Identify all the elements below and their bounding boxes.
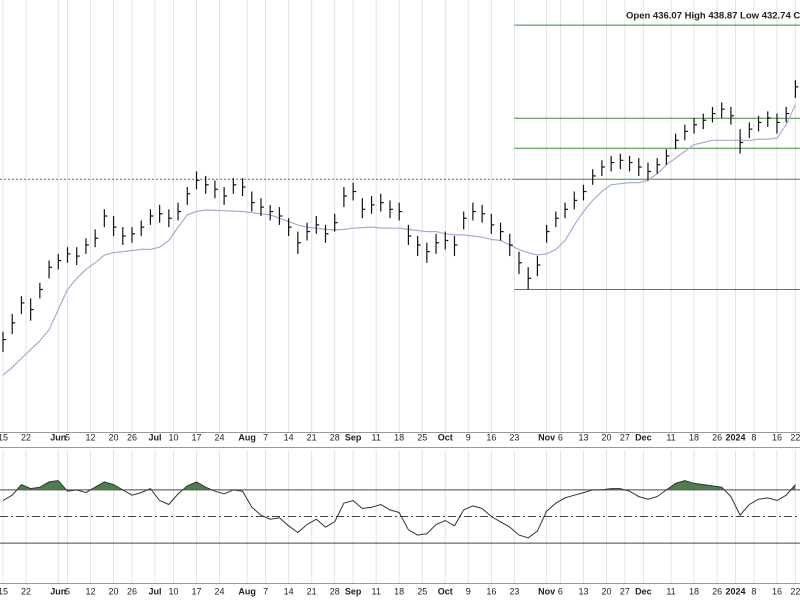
x-tick-label: Jun [50, 432, 66, 442]
x-tick-label: 24 [215, 586, 225, 596]
x-tick-label: 26 [127, 432, 137, 442]
x-tick-label: Oct [438, 432, 453, 442]
x-tick-label: 13 [578, 586, 588, 596]
x-tick-label: 17 [191, 586, 201, 596]
x-tick-label: 11 [371, 586, 380, 596]
x-tick-label: Sep [345, 432, 362, 442]
x-tick-label: 27 [620, 586, 630, 596]
x-tick-label: Jul [149, 432, 162, 442]
x-tick-label: 14 [284, 586, 294, 596]
x-tick-label: 7 [263, 586, 268, 596]
x-tick-label: 18 [689, 586, 699, 596]
x-tick-label: 22 [790, 586, 800, 596]
x-tick-label: 26 [712, 586, 722, 596]
ohlc-legend: Open 436.07 High 438.87 Low 432.74 Close [626, 11, 800, 22]
x-tick-label: 9 [466, 586, 471, 596]
x-tick-label: 7 [263, 432, 268, 442]
x-tick-label: 5 [65, 586, 70, 596]
x-tick-label: Jun [50, 586, 66, 596]
indicator-line [2, 480, 796, 539]
x-tick-label: 12 [86, 432, 96, 442]
x-tick-label: 22 [21, 432, 31, 442]
x-tick-label: 11 [666, 586, 675, 596]
x-tick-label: 10 [168, 586, 178, 596]
x-tick-label: 25 [417, 432, 427, 442]
x-tick-label: 9 [466, 432, 471, 442]
x-tick-label: 26 [712, 432, 722, 442]
x-tick-label: 15 [0, 586, 8, 596]
x-tick-label: 11 [371, 432, 380, 442]
x-tick-label: 16 [486, 586, 496, 596]
x-tick-label: 26 [127, 586, 137, 596]
x-tick-label: Jul [149, 586, 162, 596]
x-tick-label: 14 [284, 432, 294, 442]
x-tick-label: 28 [330, 586, 340, 596]
x-tick-label: Sep [345, 586, 362, 596]
x-tick-label: 13 [578, 432, 588, 442]
moving-average-line [2, 104, 796, 376]
x-tick-label: Dec [635, 432, 652, 442]
x-tick-label: Oct [438, 586, 453, 596]
x-tick-label: 21 [307, 586, 317, 596]
x-tick-label: 11 [666, 432, 675, 442]
x-tick-label: 18 [394, 432, 404, 442]
x-tick-label: 17 [191, 432, 201, 442]
x-tick-label: 8 [751, 432, 756, 442]
x-tick-label: 6 [558, 586, 563, 596]
x-tick-label: 16 [772, 432, 782, 442]
x-tick-label: 20 [601, 586, 611, 596]
x-tick-label: 6 [558, 432, 563, 442]
x-tick-label: 12 [86, 586, 96, 596]
x-tick-label: 20 [109, 432, 119, 442]
x-tick-label: 15 [0, 432, 8, 442]
x-tick-label: 22 [790, 432, 800, 442]
x-tick-label: 20 [109, 586, 119, 596]
x-tick-label: 2024 [725, 586, 745, 596]
x-tick-label: 16 [486, 432, 496, 442]
x-tick-label: 24 [215, 432, 225, 442]
x-tick-label: 18 [689, 432, 699, 442]
x-tick-label: 21 [307, 432, 317, 442]
x-tick-label: 23 [509, 432, 519, 442]
x-tick-label: Dec [635, 586, 652, 596]
overbought-fill [3, 480, 796, 490]
x-tick-label: 20 [601, 432, 611, 442]
x-tick-label: 25 [417, 586, 427, 596]
x-tick-label: 10 [168, 432, 178, 442]
x-tick-label: 5 [65, 432, 70, 442]
x-tick-label: 8 [751, 586, 756, 596]
x-tick-label: 2024 [725, 432, 745, 442]
x-tick-label: 28 [330, 432, 340, 442]
x-tick-label: Nov [538, 432, 555, 442]
x-tick-label: Nov [538, 586, 555, 596]
x-tick-label: 23 [509, 586, 519, 596]
x-tick-label: Aug [238, 432, 256, 442]
x-tick-label: 18 [394, 586, 404, 596]
x-tick-label: 22 [21, 586, 31, 596]
x-tick-label: 16 [772, 586, 782, 596]
x-tick-label: Aug [238, 586, 256, 596]
x-tick-label: 27 [620, 432, 630, 442]
